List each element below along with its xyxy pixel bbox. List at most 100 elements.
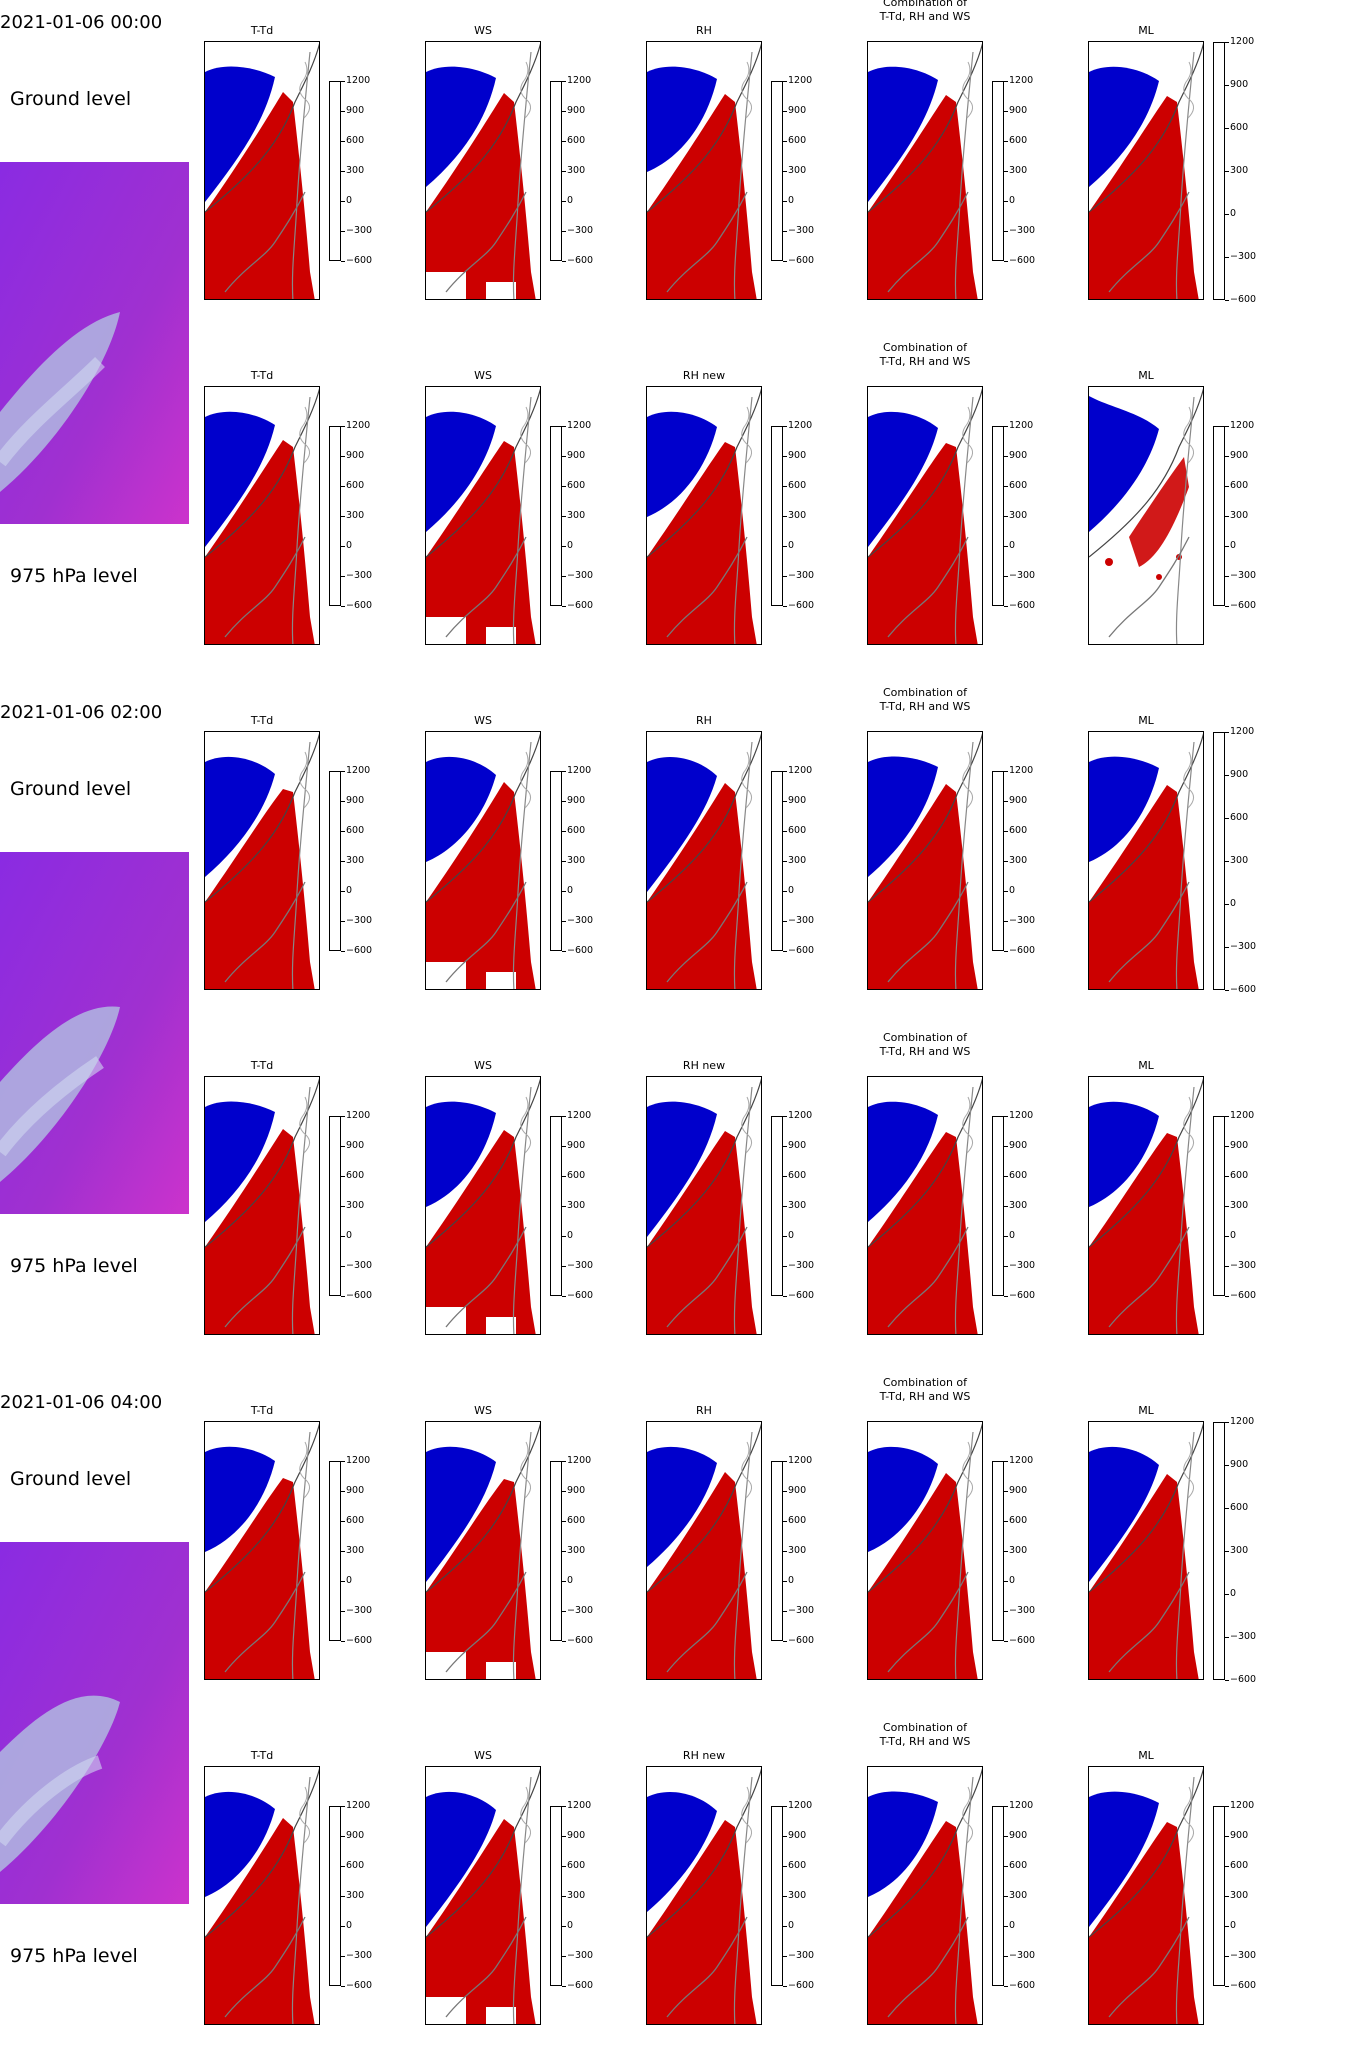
panel-title: ML (1138, 1749, 1154, 1762)
panel-tick-label: 0 (782, 195, 795, 206)
panel-tick-label: 0 (1003, 1920, 1016, 1931)
panel-tick-label: −300 (782, 915, 815, 926)
low-cloud-region (205, 440, 315, 644)
low-cloud-region (647, 783, 757, 989)
map-panel-3 (867, 1076, 983, 1335)
ml-tick-label: −600 (1224, 1290, 1257, 1301)
panel-tick-label: −600 (561, 1635, 594, 1646)
ml-colorbar (1213, 732, 1225, 990)
panel-tick-label: −300 (561, 1260, 594, 1271)
fog-region (868, 1791, 938, 1897)
panel-tick-label: 0 (782, 1575, 795, 1586)
panel-tick-label: 300 (340, 1200, 365, 1211)
map-panel-1 (425, 731, 541, 990)
panel-tick-label: 900 (340, 1830, 365, 1841)
panel-tick-label: 300 (561, 165, 586, 176)
panel-colorbar (992, 1116, 1004, 1296)
panel-tick-label: 900 (782, 450, 807, 461)
panel-tick-label: 600 (340, 1515, 365, 1526)
fog-region (426, 756, 496, 862)
ml-tick-label: −600 (1224, 294, 1257, 305)
map-panel-3 (867, 731, 983, 990)
panel-tick-label: −600 (1003, 1290, 1036, 1301)
fog-region (868, 1446, 938, 1552)
map-panel-3 (867, 1421, 983, 1680)
panel-tick-label: 600 (1003, 1170, 1028, 1181)
panel-tick-label: −300 (1003, 915, 1036, 926)
panel-tick-label: −600 (561, 600, 594, 611)
panel-tick-label: 900 (782, 795, 807, 806)
panel-tick-label: −300 (561, 1950, 594, 1961)
ml-tick-label: −300 (1224, 251, 1257, 262)
fog-region (647, 756, 717, 892)
panel-title: RH new (682, 369, 726, 382)
panel-tick-label: −600 (1003, 1635, 1036, 1646)
panel-colorbar (771, 1461, 783, 1641)
panel-tick-label: 300 (340, 1890, 365, 1901)
ml-colorbar (1213, 1422, 1225, 1680)
panel-tick-label: 1200 (1003, 420, 1034, 431)
panel-title: ML (1138, 24, 1154, 37)
panel-tick-label: 600 (340, 135, 365, 146)
panel-tick-label: 600 (782, 480, 807, 491)
ml-tick-label: −300 (1224, 570, 1257, 581)
ml-tick-label: 300 (1224, 165, 1249, 176)
panel-title: RH (696, 1404, 712, 1417)
panel-tick-label: −600 (782, 600, 815, 611)
panel-tick-label: 1200 (340, 1110, 371, 1121)
panel-tick-label: 1200 (340, 1800, 371, 1811)
map-panel-2 (646, 41, 762, 300)
panel-tick-label: 600 (782, 1515, 807, 1526)
map-panel-1 (425, 1421, 541, 1680)
panel-tick-label: 900 (1003, 795, 1028, 806)
map-panel-2 (646, 386, 762, 645)
ml-tick-label: 900 (1224, 79, 1249, 90)
fog-region (647, 1791, 717, 1912)
panel-tick-label: −300 (561, 1605, 594, 1616)
map-panel-0 (204, 41, 320, 300)
panel-tick-label: 300 (1003, 1200, 1028, 1211)
satellite-image (0, 852, 189, 1214)
panel-tick-label: 600 (561, 135, 586, 146)
panel-tick-label: −600 (782, 255, 815, 266)
panel-tick-label: 300 (561, 510, 586, 521)
ml-colorbar (1213, 426, 1225, 606)
panel-tick-label: 1200 (1003, 765, 1034, 776)
ml-tick-label: 600 (1224, 812, 1249, 823)
panel-tick-label: −300 (340, 1260, 373, 1271)
panel-title: T-Td (250, 1059, 274, 1072)
low-cloud-region (205, 1818, 315, 2024)
panel-title: RH (696, 714, 712, 727)
map-panel-4 (1088, 1076, 1204, 1335)
panel-tick-label: 1200 (782, 765, 813, 776)
panel-title: T-Td (250, 714, 274, 727)
panel-tick-label: −300 (782, 225, 815, 236)
map-panel-3 (867, 41, 983, 300)
map-panel-3 (867, 386, 983, 645)
timestamp-label: 2021-01-06 02:00 (0, 702, 163, 723)
panel-tick-label: 1200 (782, 1800, 813, 1811)
panel-tick-label: 600 (340, 1170, 365, 1181)
fog-region (205, 1101, 275, 1222)
low-cloud-region (426, 1479, 536, 1679)
panel-tick-label: 0 (340, 1230, 353, 1241)
low-cloud-region (868, 1132, 978, 1334)
panel-tick-label: 900 (340, 105, 365, 116)
panel-tick-label: −300 (1003, 1605, 1036, 1616)
low-cloud-region (868, 1821, 978, 2024)
panel-tick-label: 300 (561, 1545, 586, 1556)
low-cloud-region (647, 442, 757, 644)
panel-tick-label: 0 (340, 885, 353, 896)
panel-tick-label: 1200 (782, 75, 813, 86)
panel-tick-label: 300 (561, 1890, 586, 1901)
panel-title: RH new (682, 1749, 726, 1762)
ml-tick-label: 600 (1224, 122, 1249, 133)
panel-tick-label: 900 (1003, 105, 1028, 116)
timestamp-label: 2021-01-06 04:00 (0, 1392, 163, 1413)
low-cloud-region (1089, 1133, 1199, 1334)
low-cloud-region (868, 784, 978, 989)
panel-colorbar (992, 771, 1004, 951)
ground-level-label: Ground level (10, 88, 132, 110)
ground-level-label: Ground level (10, 1468, 132, 1490)
low-cloud-region (1089, 785, 1199, 989)
